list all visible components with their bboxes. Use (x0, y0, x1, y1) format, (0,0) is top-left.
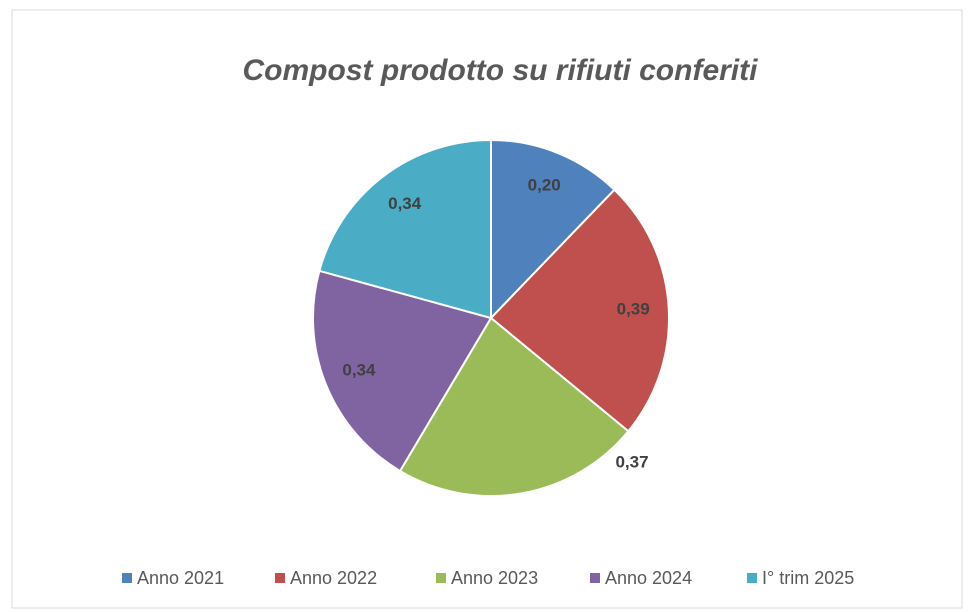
data-label: 0,34 (342, 361, 376, 380)
legend-swatch (122, 573, 132, 583)
legend-label: I° trim 2025 (762, 568, 854, 588)
legend-label: Anno 2022 (290, 568, 377, 588)
pie-slice (490, 138, 616, 321)
legend-swatch (747, 573, 757, 583)
pie-slice (489, 188, 670, 433)
legend-label: Anno 2021 (137, 568, 224, 588)
legend-swatch (436, 573, 446, 583)
legend-swatch (590, 573, 600, 583)
legend-swatch (275, 573, 285, 583)
chart-title: Compost prodotto su rifiuti conferiti (243, 54, 759, 87)
pie-slice (318, 138, 492, 320)
pie-slice (312, 269, 493, 473)
data-label: 0,20 (528, 175, 561, 194)
data-label: 0,34 (388, 194, 422, 213)
legend-label: Anno 2023 (451, 568, 538, 588)
pie-slice (398, 316, 630, 497)
legend-label: Anno 2024 (605, 568, 692, 588)
data-label: 0,39 (617, 299, 650, 318)
data-label: 0,37 (615, 452, 648, 471)
